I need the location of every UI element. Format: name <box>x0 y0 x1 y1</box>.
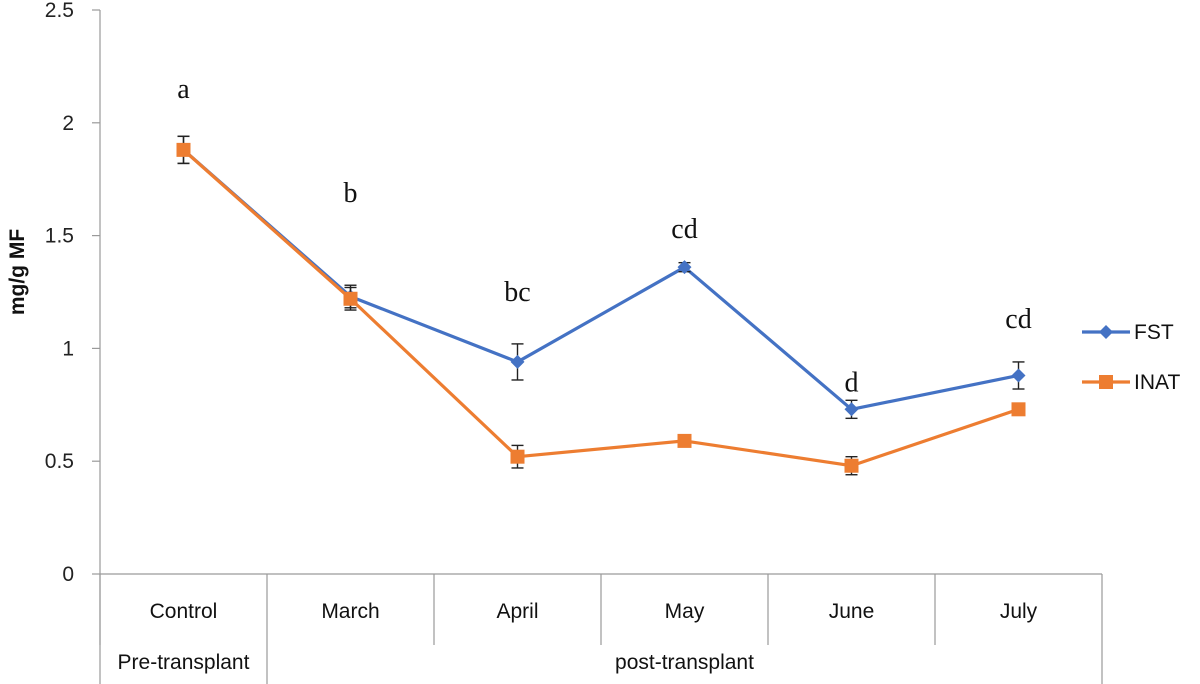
annotation-label: cd <box>671 214 697 245</box>
annotation-label: b <box>344 178 358 209</box>
significance-annotations: a b bc cd d cd <box>177 74 1031 398</box>
data-point <box>343 291 358 306</box>
legend-marker <box>1099 375 1113 389</box>
annotation-label: bc <box>504 277 530 308</box>
category-label: June <box>829 600 875 623</box>
annotation-label: a <box>177 74 190 105</box>
annotation-label: d <box>845 367 859 398</box>
category-label: March <box>321 600 379 623</box>
data-point <box>176 142 191 157</box>
category-label: May <box>665 600 705 623</box>
data-series <box>176 135 1026 476</box>
y-tick-label: 2 <box>62 112 74 135</box>
data-point <box>677 433 692 448</box>
legend-label: FST <box>1134 321 1174 344</box>
y-axis-ticks: 0 0.5 1 1.5 2 2.5 <box>45 0 100 586</box>
group-label: post-transplant <box>615 651 754 674</box>
data-point <box>510 354 525 369</box>
series-inat <box>176 135 1026 476</box>
y-axis-label: mg/g MF <box>6 229 29 315</box>
y-tick-label: 2.5 <box>45 0 74 22</box>
x-axis-groups: Pre-transplant post-transplant <box>118 651 755 674</box>
category-label: July <box>1000 600 1038 623</box>
data-point <box>677 260 692 275</box>
category-label: April <box>496 600 538 623</box>
annotation-label: cd <box>1005 304 1031 335</box>
group-label: Pre-transplant <box>118 651 250 674</box>
y-tick-label: 1 <box>62 337 74 360</box>
category-label: Control <box>150 600 218 623</box>
data-point <box>844 458 859 473</box>
data-point <box>1011 368 1026 383</box>
legend-item-inat: INAT <box>1082 371 1180 394</box>
data-point <box>510 449 525 464</box>
series-line <box>182 148 1019 411</box>
series-fst <box>176 135 1026 420</box>
data-point <box>1011 402 1026 417</box>
legend-label: INAT <box>1134 371 1180 394</box>
y-tick-label: 0.5 <box>45 450 74 473</box>
y-tick-label: 0 <box>62 563 74 586</box>
x-axis-categories: Control March April May June July <box>150 600 1038 623</box>
legend: FST INAT <box>1082 321 1180 394</box>
legend-item-fst: FST <box>1082 321 1174 344</box>
y-tick-label: 1.5 <box>45 225 74 248</box>
axes <box>99 10 1103 684</box>
legend-marker <box>1099 325 1113 339</box>
data-point <box>844 402 859 417</box>
series-line <box>182 148 1020 468</box>
